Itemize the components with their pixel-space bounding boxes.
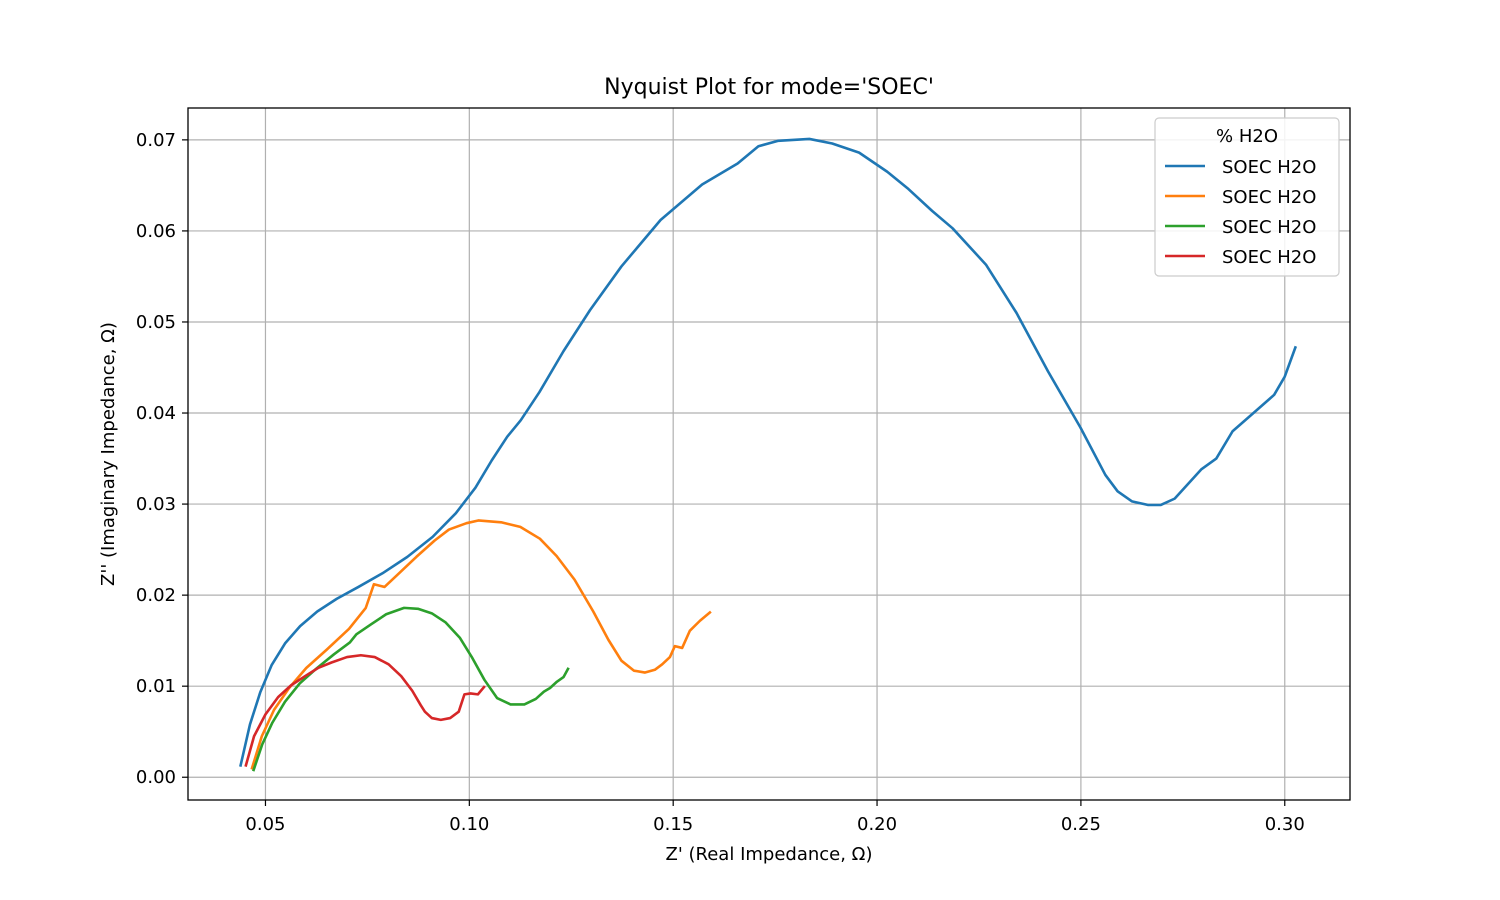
legend-label-1: SOEC H2O xyxy=(1222,157,1316,178)
x-tick-label: 0.25 xyxy=(1061,814,1101,835)
y-tick-label: 0.05 xyxy=(136,312,176,333)
series-line-4 xyxy=(244,653,486,768)
y-tick-label: 0.07 xyxy=(136,130,176,151)
legend-label-4: SOEC H2O xyxy=(1222,247,1316,268)
ticks: 0.05 0.10 0.15 0.20 0.25 0.30 0.00 0.01 0.02 0.03… xyxy=(136,130,1305,835)
x-tick-label: 0.30 xyxy=(1265,814,1305,835)
series-line-3 xyxy=(251,606,570,772)
y-tick-label: 0.03 xyxy=(136,494,176,515)
series-lines xyxy=(239,137,1298,772)
legend-label-2: SOEC H2O xyxy=(1222,187,1316,208)
x-tick-label: 0.05 xyxy=(245,814,285,835)
y-tick-label: 0.06 xyxy=(136,221,176,242)
x-axis-label: Z' (Real Impedance, Ω) xyxy=(666,844,873,865)
series-line-2 xyxy=(250,519,712,770)
y-axis-label: Z'' (Imaginary Impedance, Ω) xyxy=(98,322,119,586)
legend-box xyxy=(1154,117,1340,277)
series-line-1 xyxy=(239,137,1298,767)
y-tick-label: 0.01 xyxy=(136,676,176,697)
legend-entries: SOEC H2O SOEC H2O SOEC H2O SOEC H2O xyxy=(1165,157,1316,268)
y-tick-label: 0.02 xyxy=(136,585,176,606)
legend: % H2O SOEC H2O SOEC H2O SOEC H2O SOEC H2O xyxy=(1154,117,1340,277)
legend-label-3: SOEC H2O xyxy=(1222,217,1316,238)
chart-title: Nyquist Plot for mode='SOEC' xyxy=(604,75,934,100)
x-tick-label: 0.15 xyxy=(653,814,693,835)
plot-frame xyxy=(187,107,1351,801)
y-tick-label: 0.00 xyxy=(136,767,176,788)
y-tick-label: 0.04 xyxy=(136,403,176,424)
x-tick-label: 0.10 xyxy=(449,814,489,835)
legend-title: % H2O xyxy=(1216,126,1278,147)
x-tick-label: 0.20 xyxy=(857,814,897,835)
